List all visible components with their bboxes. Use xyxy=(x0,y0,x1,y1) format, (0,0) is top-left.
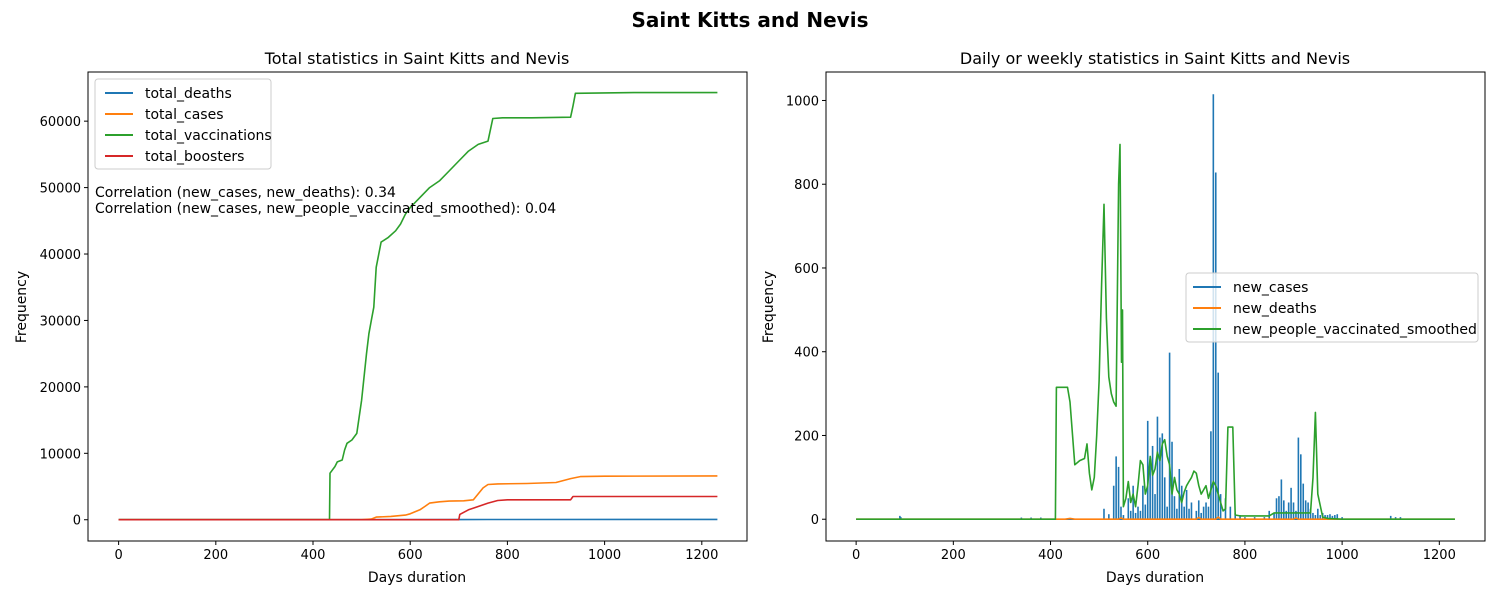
y-tick-label: 0 xyxy=(73,514,81,529)
legend-box xyxy=(1185,272,1479,343)
y-axis-label: Frequency xyxy=(14,271,30,343)
y-tick-label: 600 xyxy=(794,262,819,277)
x-tick-label: 0 xyxy=(114,548,122,563)
y-axis-ticks: 0 200 400 600 800 1000 xyxy=(786,94,826,528)
y-tick-label: 60000 xyxy=(40,115,81,130)
plot-lines xyxy=(118,91,718,521)
x-tick-label: 200 xyxy=(203,548,228,563)
legend: new_cases new_deaths new_people_vaccinated… xyxy=(1185,272,1479,343)
y-tick-label: 30000 xyxy=(40,314,81,329)
x-tick-label: 400 xyxy=(301,548,326,563)
y-tick-label: 200 xyxy=(794,429,819,444)
chart-title: Daily or weekly statistics in Saint Kitt… xyxy=(960,49,1350,68)
x-tick-label: 1200 xyxy=(1423,548,1456,563)
legend-label: total_vaccinations xyxy=(145,128,272,144)
y-axis-ticks: 0 10000 20000 30000 40000 50000 60000 xyxy=(40,115,88,529)
x-axis-label: Days duration xyxy=(368,570,466,586)
plot-frame xyxy=(825,71,1486,542)
legend-label: total_deaths xyxy=(145,86,232,102)
legend-box xyxy=(94,78,272,170)
x-axis-ticks: 0 200 400 600 800 1000 1200 xyxy=(114,541,718,563)
y-tick-label: 1000 xyxy=(786,94,819,109)
series-new-deaths xyxy=(856,516,1455,520)
series-total-vaccinations xyxy=(118,91,718,521)
y-tick-label: 800 xyxy=(794,178,819,193)
x-tick-label: 1000 xyxy=(588,548,621,563)
x-tick-label: 800 xyxy=(495,548,520,563)
x-axis-label: Days duration xyxy=(1106,570,1204,586)
x-tick-label: 400 xyxy=(1038,548,1063,563)
y-tick-label: 50000 xyxy=(40,182,81,197)
series-new-people-vaccinated-smoothed xyxy=(856,143,1455,520)
legend-label: new_deaths xyxy=(1233,301,1317,317)
y-tick-label: 400 xyxy=(794,346,819,361)
y-axis-label: Frequency xyxy=(761,271,777,343)
figure-title: Saint Kitts and Nevis xyxy=(632,8,869,32)
y-tick-label: 10000 xyxy=(40,447,81,462)
legend-label: new_cases xyxy=(1233,280,1308,296)
y-tick-label: 40000 xyxy=(40,248,81,263)
x-tick-label: 1000 xyxy=(1326,548,1359,563)
x-tick-label: 200 xyxy=(941,548,966,563)
legend-label: total_cases xyxy=(145,107,224,123)
correlation-annotation-2: Correlation (new_cases, new_people_vacci… xyxy=(95,201,556,217)
series-total-boosters xyxy=(118,495,718,521)
chart-total-statistics: Total statistics in Saint Kitts and Nevi… xyxy=(14,49,748,586)
correlation-annotation-1: Correlation (new_cases, new_deaths): 0.3… xyxy=(95,185,396,201)
x-tick-label: 600 xyxy=(398,548,423,563)
x-axis-ticks: 0 200 400 600 800 1000 1200 xyxy=(852,541,1456,563)
x-tick-label: 600 xyxy=(1135,548,1160,563)
chart-daily-weekly-statistics: Daily or weekly statistics in Saint Kitt… xyxy=(761,49,1486,586)
y-tick-label: 0 xyxy=(811,513,819,528)
x-tick-label: 0 xyxy=(852,548,860,563)
chart-title: Total statistics in Saint Kitts and Nevi… xyxy=(264,49,570,68)
legend-label: total_boosters xyxy=(145,149,244,165)
legend: total_deaths total_cases total_vaccination… xyxy=(94,78,272,170)
y-tick-label: 20000 xyxy=(40,381,81,396)
x-tick-label: 1200 xyxy=(685,548,718,563)
plot-frame xyxy=(87,71,748,542)
x-tick-label: 800 xyxy=(1233,548,1258,563)
series-total-cases xyxy=(118,475,718,521)
legend-label: new_people_vaccinated_smoothed xyxy=(1233,322,1477,338)
